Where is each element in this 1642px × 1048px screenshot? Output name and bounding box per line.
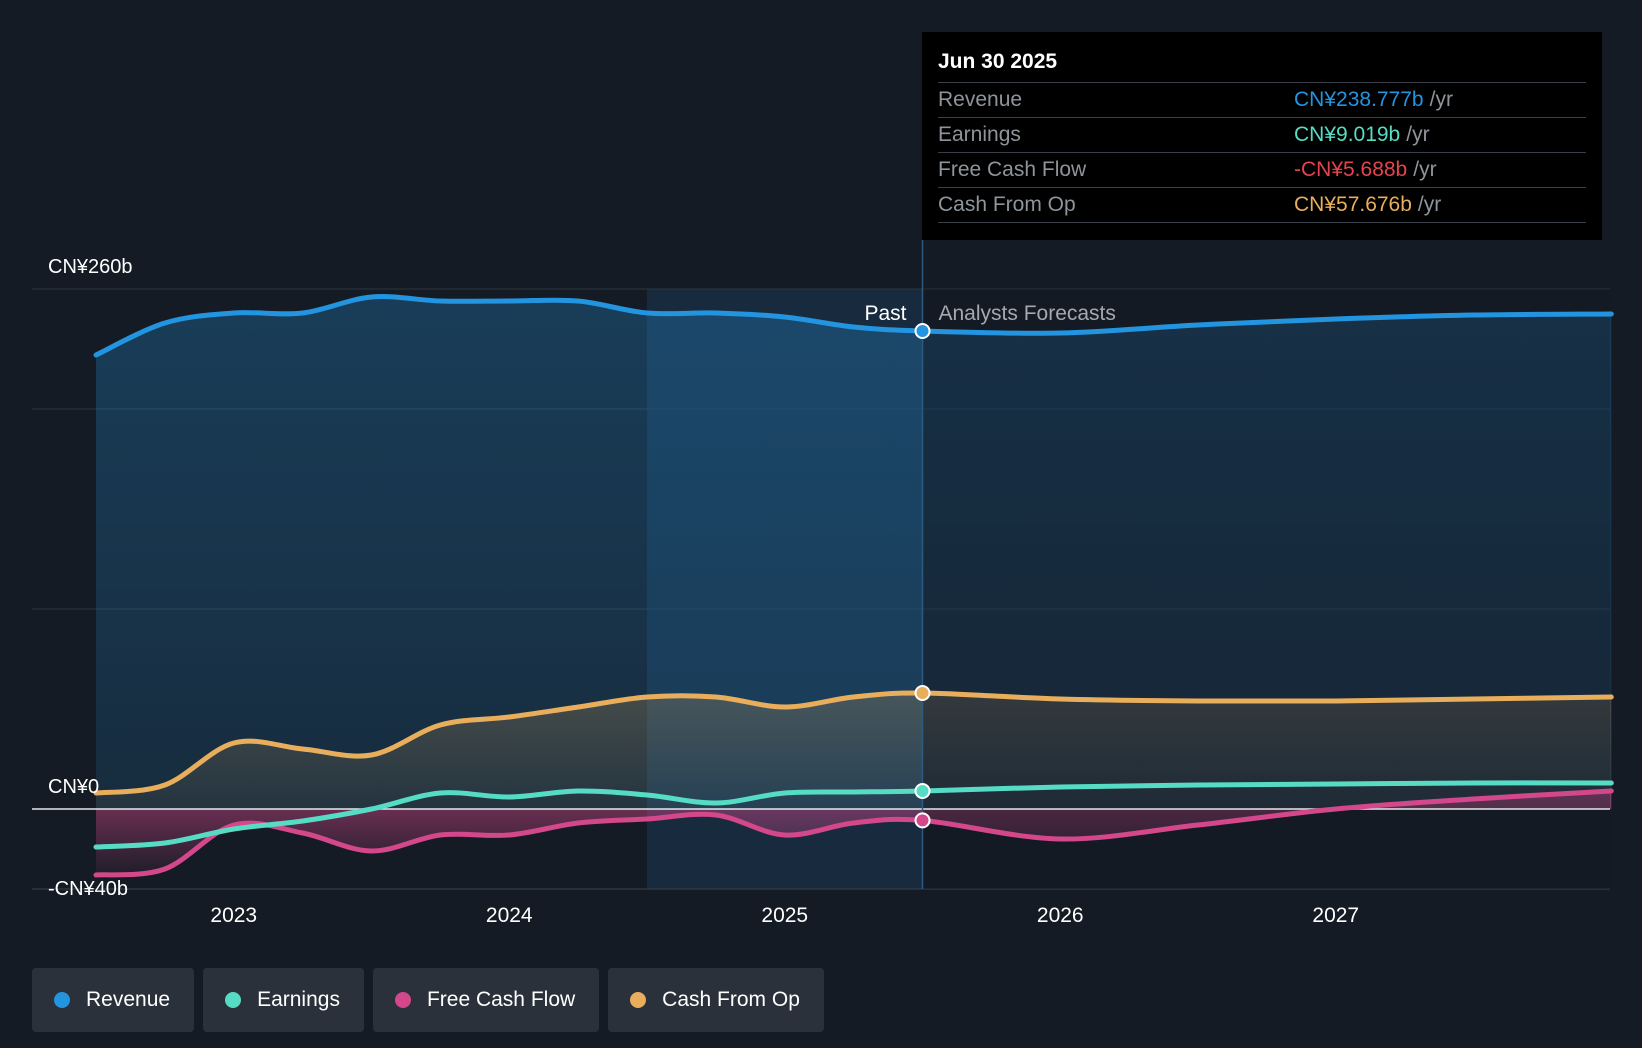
earnings-line [93, 780, 1614, 850]
free-cash-flow-point [914, 812, 931, 829]
tooltip-label: Revenue [938, 88, 1023, 111]
forecast-label: Analysts Forecasts [939, 302, 1116, 325]
tooltip-row-cash-from-op: Cash From Op CN¥57.676b /yr [938, 188, 1586, 223]
x-tick-label: 2026 [1037, 904, 1084, 927]
cash-from-op-point [914, 685, 931, 701]
y-tick-label: -CN¥40b [48, 878, 128, 900]
legend-item-revenue[interactable]: Revenue [32, 968, 195, 1032]
legend-item-free-cash-flow[interactable]: Free Cash Flow [372, 968, 600, 1032]
legend-label: Cash From Op [662, 988, 800, 1011]
legend-item-cash-from-op[interactable]: Cash From Op [608, 968, 824, 1032]
x-tick-label: 2023 [210, 904, 257, 927]
tooltip-value: CN¥238.777b [1294, 88, 1424, 111]
y-tick-label: CN¥0 [48, 776, 99, 798]
free-cash-flow-area [96, 791, 1612, 875]
x-tick-label: 2027 [1312, 904, 1359, 927]
cash-from-op-line [93, 690, 1614, 796]
chart-legend: Revenue Earnings Free Cash Flow Cash Fro… [32, 968, 833, 1032]
legend-label: Revenue [86, 988, 171, 1011]
tooltip-row-free-cash-flow: Free Cash Flow -CN¥5.688b /yr [938, 153, 1586, 188]
revenue-dot-icon [54, 992, 70, 1008]
legend-item-earnings[interactable]: Earnings [203, 968, 364, 1032]
tooltip-label: Earnings [938, 123, 1021, 146]
legend-label: Free Cash Flow [426, 988, 576, 1011]
revenue-line [93, 294, 1614, 358]
free-cash-flow-dot-icon [394, 992, 411, 1008]
y-tick-label: CN¥260b [48, 256, 133, 278]
tooltip-value: -CN¥5.688b [1294, 158, 1408, 181]
revenue-point [914, 323, 931, 339]
tooltip-date: Jun 30 2025 [938, 46, 1586, 83]
legend-label: Earnings [257, 988, 340, 1011]
free-cash-flow-line [93, 788, 1614, 878]
tooltip-unit: /yr [1417, 193, 1442, 216]
tooltip-label: Cash From Op [938, 193, 1076, 216]
earnings-dot-icon [225, 992, 242, 1008]
tooltip-label: Free Cash Flow [938, 158, 1087, 181]
past-label: Past [864, 302, 906, 325]
tooltip-value: CN¥57.676b [1294, 193, 1412, 216]
tooltip-unit: /yr [1406, 123, 1430, 146]
x-tick-label: 2025 [761, 904, 808, 927]
data-tooltip: Jun 30 2025 Revenue CN¥238.777b /yr Earn… [922, 32, 1602, 240]
x-tick-label: 2024 [486, 904, 533, 927]
tooltip-row-earnings: Earnings CN¥9.019b /yr [938, 118, 1586, 153]
tooltip-unit: /yr [1413, 158, 1437, 181]
earnings-point [914, 783, 931, 799]
cash-from-op-dot-icon [630, 992, 647, 1008]
tooltip-row-revenue: Revenue CN¥238.777b /yr [938, 83, 1586, 118]
tooltip-value: CN¥9.019b [1294, 123, 1401, 146]
revenue-area [96, 296, 1612, 809]
tooltip-unit: /yr [1429, 88, 1453, 111]
